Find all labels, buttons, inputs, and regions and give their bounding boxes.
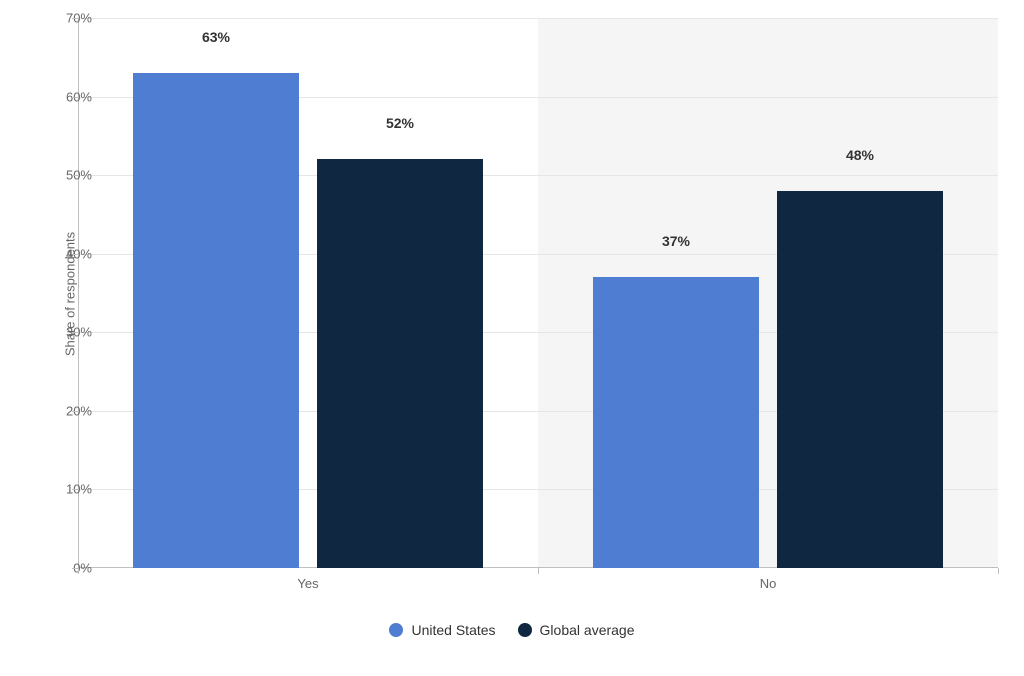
legend-item[interactable]: United States bbox=[389, 622, 495, 638]
legend-swatch bbox=[518, 623, 532, 637]
bar bbox=[317, 159, 483, 568]
y-tick-label: 0% bbox=[42, 561, 92, 576]
x-tick-label: No bbox=[760, 576, 777, 591]
y-tick-mark bbox=[72, 175, 78, 176]
y-tick-mark bbox=[72, 332, 78, 333]
legend-label: Global average bbox=[540, 622, 635, 638]
legend: United States Global average bbox=[0, 622, 1024, 638]
bar-value-label: 63% bbox=[202, 29, 230, 51]
y-tick-label: 70% bbox=[42, 11, 92, 26]
y-tick-label: 20% bbox=[42, 403, 92, 418]
plot-area: 63% 52% 37% 48% bbox=[78, 18, 998, 568]
y-tick-label: 10% bbox=[42, 482, 92, 497]
y-tick-mark bbox=[72, 254, 78, 255]
y-tick-label: 60% bbox=[42, 89, 92, 104]
bar-chart: Share of respondents 63%52%37%48% United… bbox=[0, 0, 1024, 676]
y-tick-label: 40% bbox=[42, 246, 92, 261]
bar-value-label: 37% bbox=[662, 233, 690, 255]
y-tick-mark bbox=[72, 411, 78, 412]
bar-value-label: 48% bbox=[846, 147, 874, 169]
legend-swatch bbox=[389, 623, 403, 637]
gridline bbox=[78, 18, 998, 19]
x-tick-mark bbox=[998, 568, 999, 574]
x-tick-mark bbox=[78, 568, 79, 574]
legend-label: United States bbox=[411, 622, 495, 638]
y-tick-mark bbox=[72, 489, 78, 490]
x-tick-mark bbox=[538, 568, 539, 574]
y-tick-label: 50% bbox=[42, 168, 92, 183]
x-tick-label: Yes bbox=[297, 576, 318, 591]
bar bbox=[777, 191, 943, 568]
y-tick-label: 30% bbox=[42, 325, 92, 340]
bar bbox=[593, 277, 759, 568]
legend-item[interactable]: Global average bbox=[518, 622, 635, 638]
y-tick-mark bbox=[72, 97, 78, 98]
bar bbox=[133, 73, 299, 568]
bar-value-label: 52% bbox=[386, 115, 414, 137]
y-tick-mark bbox=[72, 18, 78, 19]
